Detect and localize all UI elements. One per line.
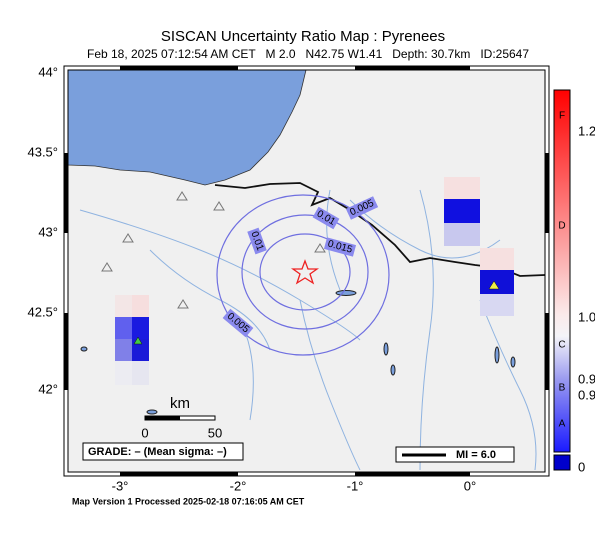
mi-label: MI = 6.0 xyxy=(456,449,496,461)
lat-label: 42.5° xyxy=(27,304,58,319)
lat-labels: 44° 43.5° 43° 42.5° 42° xyxy=(27,64,58,396)
lat-label: 44° xyxy=(38,64,58,79)
colorbar-value: 0 xyxy=(578,459,585,474)
colorbar: F D C B A 1.2 1.0 0.9 0.9 0 xyxy=(553,89,595,474)
colorbar-value: 0.9 xyxy=(578,371,595,386)
grade: GRADE: – (Mean sigma: –) xyxy=(88,446,227,458)
uncertainty-cells xyxy=(115,177,514,385)
scale-tick: 0 xyxy=(141,425,148,440)
rivers xyxy=(79,189,537,471)
colorbar-letter: B xyxy=(559,383,566,394)
map-area: 0.005 0.01 0.015 0.01 0.005 km 0 50 GRAD… xyxy=(67,69,546,472)
stations xyxy=(101,191,500,345)
lon-label: 0° xyxy=(464,478,476,493)
colorbar-value: 1.2 xyxy=(578,123,595,138)
colorbar-letter: A xyxy=(559,419,566,430)
scale-tick: 50 xyxy=(208,425,222,440)
colorbar-letter: C xyxy=(558,340,565,351)
ocean xyxy=(67,69,307,186)
grade-box xyxy=(82,442,244,461)
lon-labels: -3° -2° -1° 0° xyxy=(112,478,477,493)
subtitle: Feb 18, 2025 07:12:54 AM CET M 2.0 N42.7… xyxy=(87,47,529,61)
colorbar-letter: D xyxy=(558,221,565,232)
lon-label: -2° xyxy=(230,478,247,493)
title: SISCAN Uncertainty Ratio Map : Pyrenees xyxy=(161,28,445,45)
epicenter xyxy=(290,259,320,285)
frame xyxy=(63,65,550,477)
lon-label: -1° xyxy=(347,478,364,493)
footer: Map Version 1 Processed 2025-02-18 07:16… xyxy=(72,496,305,506)
mi-box xyxy=(395,446,515,463)
colorbar-value: 1.0 xyxy=(578,309,595,324)
lon-label: -3° xyxy=(112,478,129,493)
scale-unit: km xyxy=(170,395,190,412)
contours xyxy=(216,194,390,356)
lat-label: 43° xyxy=(38,224,58,239)
lat-label: 43.5° xyxy=(27,144,58,159)
colorbar-value: 0.9 xyxy=(578,387,595,402)
lakes xyxy=(80,290,516,415)
colorbar-letter: F xyxy=(559,111,565,122)
scale-bar: km 0 50 xyxy=(141,395,222,440)
lat-label: 42° xyxy=(38,381,58,396)
